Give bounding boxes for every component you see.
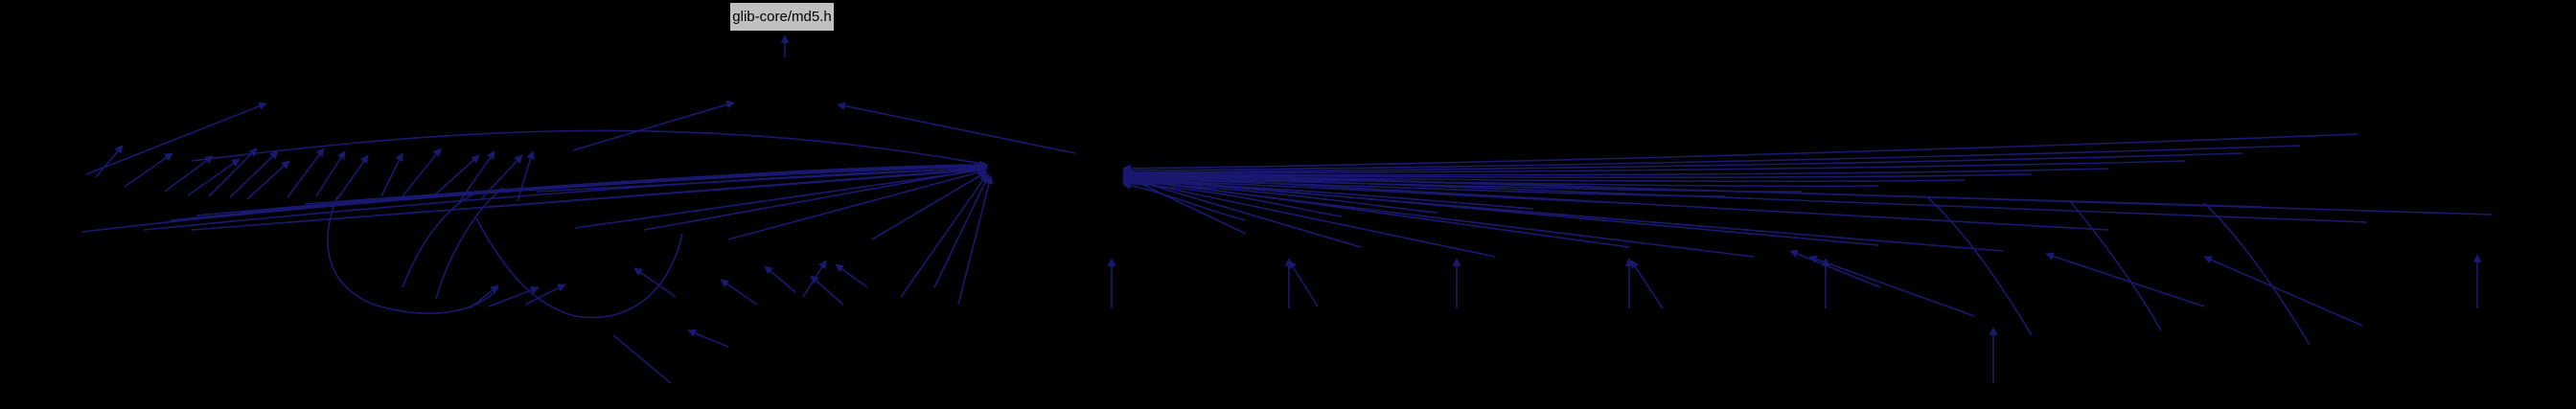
edge-group-right-detached [1789, 249, 2363, 327]
edge-group-left-hub-longcurves [81, 102, 988, 233]
node-glib-core-md5-h[interactable]: glib-core/md5.h [729, 2, 835, 32]
edge-group-right-hub-bundle [1122, 133, 2358, 221]
edge-group-to-node [572, 34, 1076, 154]
edge-group-right-hub-lowfan [1122, 168, 2493, 258]
edge-group-left-hub-curves-below [327, 187, 683, 319]
edge-group-left-hub-rays [95, 145, 535, 202]
edge-group-left-hub-farrays [191, 164, 994, 306]
edge-group-right-curve-tails [1925, 195, 2311, 346]
edge-group-standalone-upward [1107, 254, 2482, 383]
edge-group-center-bottom [469, 260, 868, 384]
